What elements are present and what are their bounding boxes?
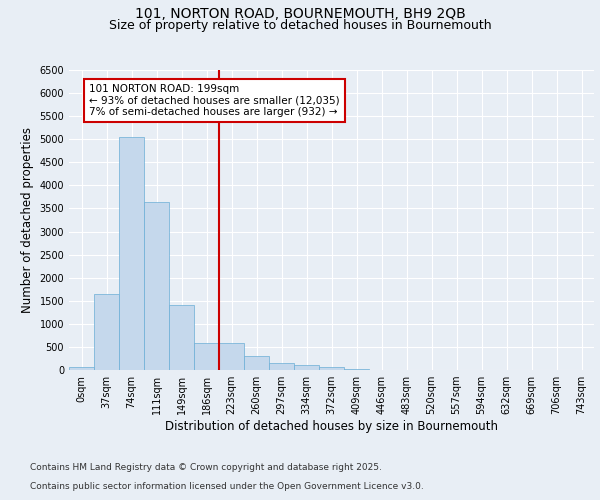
Text: 101, NORTON ROAD, BOURNEMOUTH, BH9 2QB: 101, NORTON ROAD, BOURNEMOUTH, BH9 2QB bbox=[134, 8, 466, 22]
Bar bbox=[269, 362, 294, 370]
Y-axis label: Number of detached properties: Number of detached properties bbox=[21, 127, 34, 313]
Bar bbox=[144, 202, 169, 370]
Text: Contains public sector information licensed under the Open Government Licence v3: Contains public sector information licen… bbox=[30, 482, 424, 491]
Bar bbox=[294, 365, 319, 370]
X-axis label: Distribution of detached houses by size in Bournemouth: Distribution of detached houses by size … bbox=[165, 420, 498, 433]
Text: 101 NORTON ROAD: 199sqm
← 93% of detached houses are smaller (12,035)
7% of semi: 101 NORTON ROAD: 199sqm ← 93% of detache… bbox=[89, 84, 340, 117]
Bar bbox=[119, 137, 144, 370]
Bar bbox=[169, 306, 194, 370]
Bar bbox=[244, 356, 269, 370]
Bar bbox=[344, 368, 369, 370]
Text: Contains HM Land Registry data © Crown copyright and database right 2025.: Contains HM Land Registry data © Crown c… bbox=[30, 464, 382, 472]
Bar bbox=[194, 343, 219, 370]
Bar bbox=[94, 294, 119, 370]
Bar bbox=[69, 367, 94, 370]
Bar bbox=[219, 343, 244, 370]
Text: Size of property relative to detached houses in Bournemouth: Size of property relative to detached ho… bbox=[109, 18, 491, 32]
Bar bbox=[319, 367, 344, 370]
